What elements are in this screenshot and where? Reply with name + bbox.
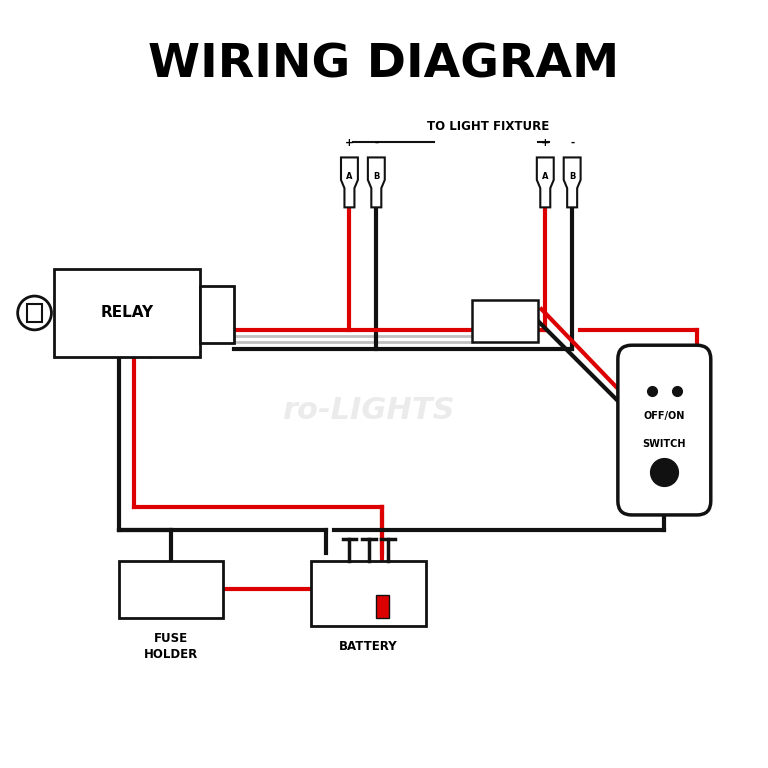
Bar — [376, 595, 389, 618]
Text: FUSE
HOLDER: FUSE HOLDER — [144, 632, 198, 661]
FancyBboxPatch shape — [119, 561, 223, 618]
Text: A: A — [542, 172, 548, 181]
Text: ro-LIGHTS: ro-LIGHTS — [283, 396, 455, 425]
Text: +: + — [541, 138, 550, 148]
FancyBboxPatch shape — [200, 286, 234, 343]
FancyBboxPatch shape — [472, 300, 538, 342]
Text: WIRING DIAGRAM: WIRING DIAGRAM — [148, 43, 620, 88]
Polygon shape — [341, 157, 358, 207]
Text: RELAY: RELAY — [100, 306, 154, 320]
FancyBboxPatch shape — [311, 561, 426, 626]
FancyBboxPatch shape — [27, 303, 42, 323]
Polygon shape — [368, 157, 385, 207]
Text: BATTERY: BATTERY — [339, 640, 398, 653]
Text: OFF/ON: OFF/ON — [644, 411, 685, 422]
Polygon shape — [537, 157, 554, 207]
Text: -: - — [570, 138, 574, 148]
Text: TO LIGHT FIXTURE: TO LIGHT FIXTURE — [426, 121, 549, 133]
Text: A: A — [346, 172, 353, 181]
FancyBboxPatch shape — [54, 269, 200, 357]
Text: B: B — [569, 172, 575, 181]
Text: B: B — [373, 172, 379, 181]
Text: -: - — [374, 138, 379, 148]
Text: SWITCH: SWITCH — [643, 439, 686, 449]
Polygon shape — [564, 157, 581, 207]
FancyBboxPatch shape — [617, 346, 711, 515]
Text: +: + — [345, 138, 354, 148]
